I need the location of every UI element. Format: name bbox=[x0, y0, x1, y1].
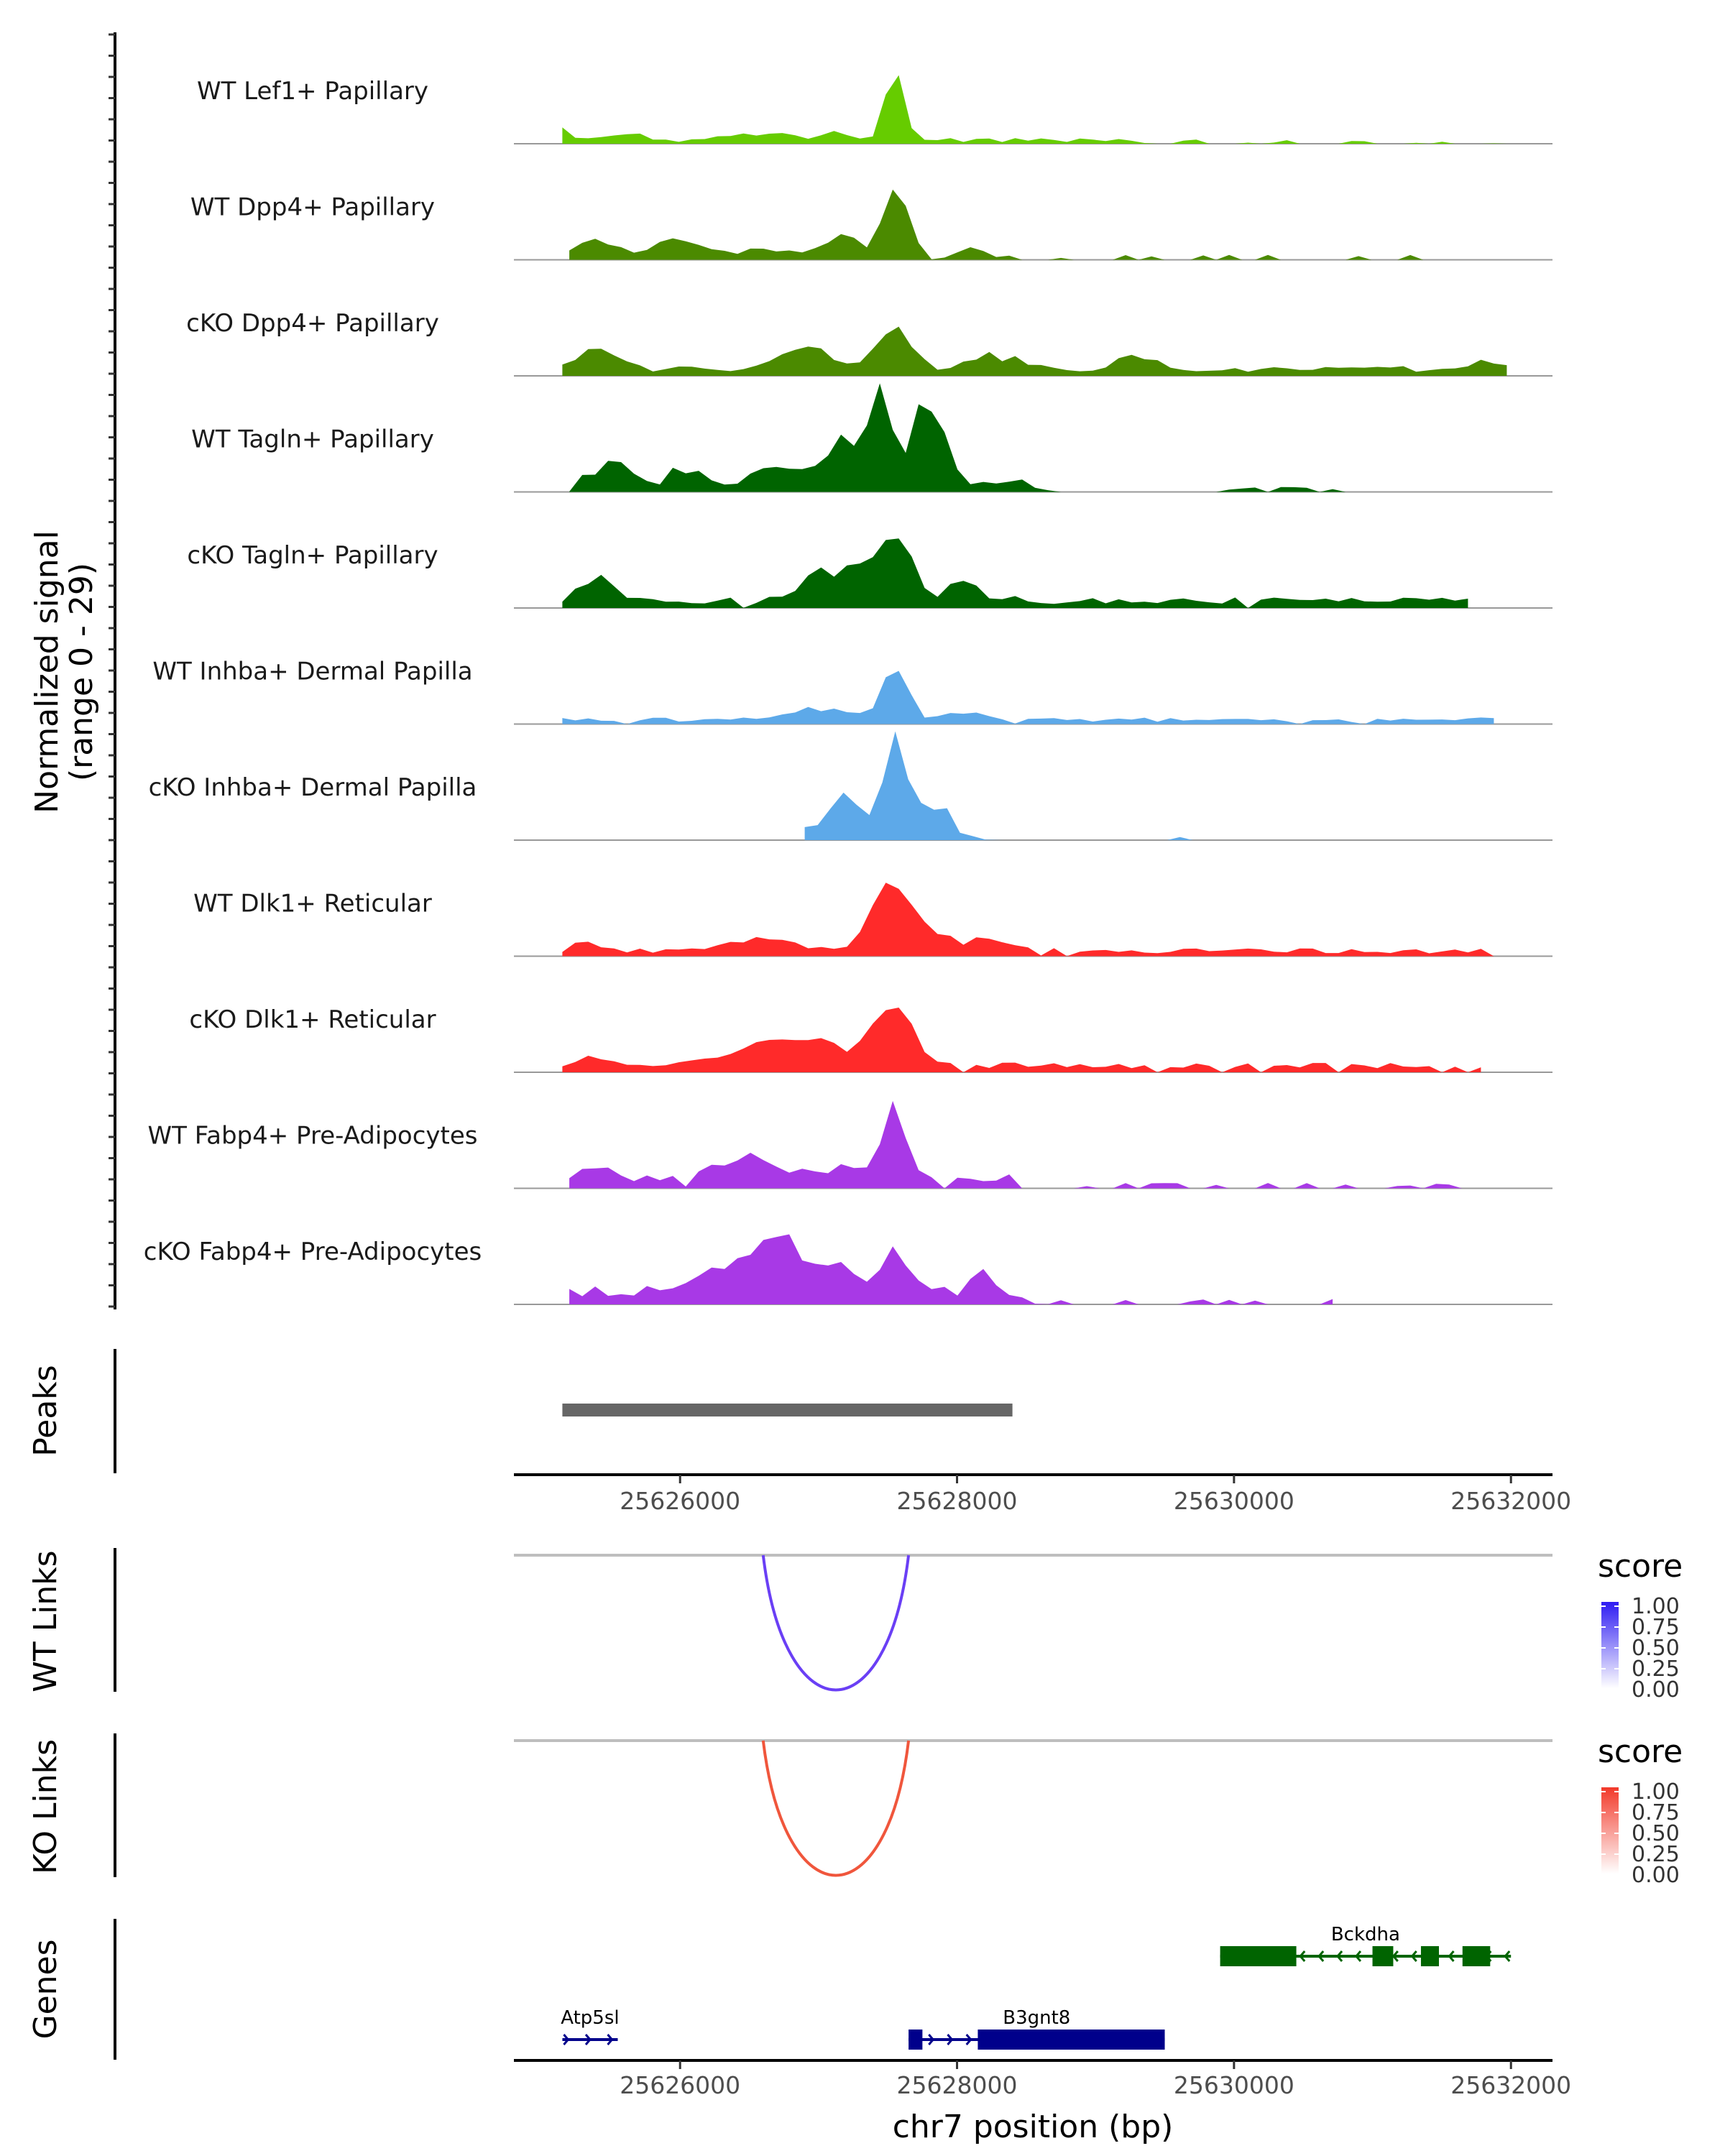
gene-name: Bckdha bbox=[1331, 1924, 1400, 1945]
link-arc bbox=[761, 1554, 911, 1692]
legend-colorbar bbox=[1601, 1602, 1619, 1688]
peaks-label: Peaks bbox=[27, 1365, 64, 1456]
genes-panel: Genes Bckdha Atp5sl B3gnt8 25626000 25628000 2… bbox=[27, 1919, 1571, 2145]
coverage-y-label-line2: (range 0 - 29) bbox=[63, 563, 100, 781]
legend-label: 0.50 bbox=[1632, 1636, 1680, 1661]
track-label: WT Lef1+ Papillary bbox=[197, 77, 428, 106]
coverage-area bbox=[569, 383, 1385, 492]
coverage-area bbox=[562, 75, 1520, 144]
strand-arrow bbox=[1410, 1950, 1417, 1962]
legend-label: 0.75 bbox=[1632, 1800, 1680, 1825]
gene-exon bbox=[908, 2030, 923, 2050]
strand-arrow bbox=[1392, 1950, 1399, 1962]
x-tick-label: 25626000 bbox=[620, 2071, 740, 2099]
x-tick-label: 25628000 bbox=[897, 2071, 1018, 2099]
coverage-area bbox=[562, 538, 1468, 608]
strand-arrow bbox=[1448, 1950, 1455, 1962]
gene-exon bbox=[1220, 1946, 1297, 1966]
x-tick-label: 25632000 bbox=[1450, 1487, 1571, 1515]
peaks-panel: Peaks 25626000 25628000 25630000 25632000 bbox=[27, 1349, 1571, 1515]
legend-label: 0.50 bbox=[1632, 1821, 1680, 1846]
x-tick-label: 25626000 bbox=[620, 1487, 740, 1515]
track-label: cKO Dpp4+ Papillary bbox=[186, 309, 439, 338]
coverage-area bbox=[569, 189, 1463, 260]
track-label: cKO Fabp4+ Pre-Adipocytes bbox=[144, 1238, 482, 1266]
strand-arrow bbox=[1336, 1950, 1343, 1962]
legend-label: 0.00 bbox=[1632, 1677, 1680, 1703]
x-tick-label: 25628000 bbox=[897, 1487, 1018, 1515]
x-axis-title: chr7 position (bp) bbox=[893, 2109, 1174, 2145]
track-label: WT Fabp4+ Pre-Adipocytes bbox=[148, 1122, 478, 1151]
coverage-area bbox=[562, 326, 1507, 376]
strand-arrow bbox=[1299, 1950, 1306, 1962]
track-label: cKO Inhba+ Dermal Papilla bbox=[149, 773, 477, 802]
strand-arrow bbox=[1317, 1950, 1325, 1962]
x-tick-label: 25630000 bbox=[1174, 2071, 1294, 2099]
links-label: WT Links bbox=[27, 1550, 64, 1692]
gene-exon bbox=[1372, 1946, 1394, 1966]
coverage-area bbox=[569, 1100, 1476, 1189]
track-label: cKO Dlk1+ Reticular bbox=[189, 1005, 436, 1034]
x-tick-label: 25632000 bbox=[1450, 2071, 1571, 2099]
strand-arrow bbox=[1504, 1950, 1511, 1962]
gene-name: B3gnt8 bbox=[1003, 2007, 1070, 2029]
strand-arrow bbox=[965, 2034, 972, 2045]
coverage-area bbox=[562, 883, 1494, 957]
links-label: KO Links bbox=[27, 1739, 64, 1874]
track-label: cKO Tagln+ Papillary bbox=[187, 541, 438, 570]
track-label: WT Tagln+ Papillary bbox=[191, 425, 434, 454]
legend-label: 0.25 bbox=[1632, 1842, 1680, 1867]
legend-title: score bbox=[1598, 1733, 1683, 1770]
legend-colorbar bbox=[1601, 1787, 1619, 1874]
link-arc bbox=[761, 1740, 911, 1877]
coverage-y-label-line1: Normalized signal bbox=[29, 530, 65, 814]
coverage-area bbox=[804, 731, 1271, 840]
strand-arrow bbox=[947, 2034, 954, 2045]
legend-label: 0.00 bbox=[1632, 1863, 1680, 1888]
legend-label: 0.25 bbox=[1632, 1657, 1680, 1682]
coverage-panel: Normalized signal(range 0 - 29) WT Lef1+ … bbox=[29, 32, 1552, 1309]
x-tick-label: 25630000 bbox=[1174, 1487, 1294, 1515]
track-label: WT Dpp4+ Papillary bbox=[190, 193, 435, 222]
legend-label: 0.75 bbox=[1632, 1615, 1680, 1640]
gene-exon bbox=[1462, 1946, 1491, 1966]
legend-title: score bbox=[1598, 1548, 1683, 1585]
peak-region bbox=[562, 1404, 1013, 1416]
strand-arrow bbox=[607, 2034, 614, 2045]
coverage-y-label: Normalized signal(range 0 - 29) bbox=[29, 530, 100, 814]
strand-arrow bbox=[584, 2034, 592, 2045]
coverage-area bbox=[562, 671, 1494, 724]
track-label: WT Dlk1+ Reticular bbox=[193, 890, 432, 918]
track-label: WT Inhba+ Dermal Papilla bbox=[152, 658, 472, 686]
coverage-area bbox=[562, 1008, 1481, 1072]
legend-label: 1.00 bbox=[1632, 1594, 1680, 1619]
strand-arrow bbox=[1354, 1950, 1362, 1962]
genes-label: Genes bbox=[27, 1939, 64, 2039]
gene-exon bbox=[1420, 1946, 1440, 1966]
coverage-area bbox=[569, 1234, 1333, 1304]
strand-arrow bbox=[563, 2034, 570, 2045]
gene-exon bbox=[978, 2030, 1165, 2050]
gene-name: Atp5sl bbox=[561, 2007, 619, 2029]
strand-arrow bbox=[928, 2034, 935, 2045]
legend-label: 1.00 bbox=[1632, 1779, 1680, 1805]
